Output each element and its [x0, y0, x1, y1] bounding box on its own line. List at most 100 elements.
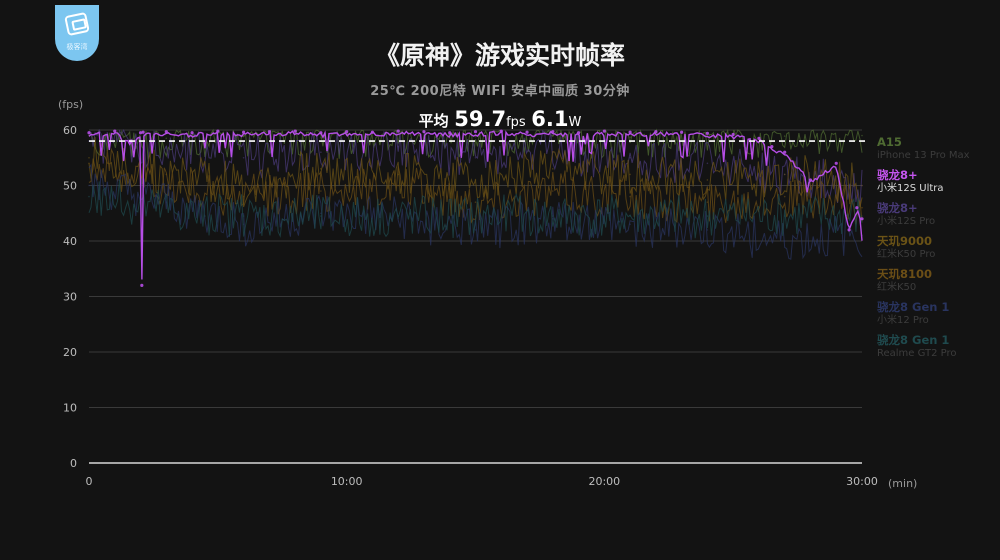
data-point	[731, 132, 735, 137]
data-point	[474, 156, 477, 159]
legend-item-device: 红米K50	[877, 282, 917, 293]
legend-item-device: 小米12 Pro	[877, 315, 929, 326]
fps-unit: fps	[506, 115, 526, 130]
series-line	[88, 129, 863, 280]
data-point	[448, 131, 452, 135]
legend-item: 骁龙8 Gen 1 Realme GT2 Pro	[877, 333, 997, 366]
data-point	[706, 179, 709, 181]
data-point	[267, 130, 271, 134]
y-tick-label: 20	[63, 346, 77, 359]
data-point	[552, 134, 554, 137]
legend-item: 天玑9000 红米K50 Pro	[877, 234, 997, 267]
data-point	[141, 130, 145, 134]
x-tick-label: 10:00	[331, 475, 363, 488]
data-point	[576, 131, 581, 135]
legend-item-device: iPhone 13 Pro Max	[877, 150, 970, 161]
data-point	[783, 135, 786, 137]
legend-item-device: 红米K50 Pro	[877, 249, 936, 260]
data-point	[770, 145, 774, 149]
data-point	[165, 184, 168, 187]
data-point	[551, 130, 555, 134]
data-point	[204, 215, 206, 217]
data-point	[860, 217, 864, 221]
legend-item-name: 天玑8100	[877, 267, 933, 281]
data-point	[834, 161, 838, 165]
legend-item: 骁龙8+ 小米12S Ultra	[877, 168, 997, 201]
data-point	[190, 131, 194, 135]
data-point	[629, 195, 631, 198]
y-tick-label: 50	[63, 180, 77, 193]
data-point	[552, 190, 554, 192]
data-point	[320, 136, 322, 139]
data-point	[629, 136, 631, 139]
legend-item: 骁龙8 Gen 1 小米12 Pro	[877, 300, 997, 333]
data-point	[629, 173, 631, 176]
data-point	[397, 184, 400, 187]
data-point	[552, 215, 554, 217]
data-point	[757, 136, 761, 140]
data-point	[706, 201, 709, 203]
y-axis-unit: (fps)	[58, 98, 84, 111]
x-tick-label: 20:00	[588, 475, 620, 488]
data-point	[783, 195, 786, 198]
data-point	[474, 179, 477, 181]
legend-item: 骁龙8+ 小米12S Pro	[877, 201, 997, 234]
data-point	[165, 145, 168, 148]
data-point	[320, 215, 322, 217]
data-point	[628, 130, 632, 134]
legend-item: 天玑8100 红米K50	[877, 267, 997, 300]
data-point	[474, 135, 477, 138]
logo: 极客湾	[55, 5, 99, 61]
legend-item-name: 骁龙8+	[877, 201, 918, 215]
data-point	[138, 131, 143, 135]
data-point	[525, 130, 529, 134]
y-tick-label: 0	[70, 457, 77, 470]
data-point	[320, 168, 322, 170]
data-point	[216, 129, 220, 133]
legend-item-name: 骁龙8 Gen 1	[877, 333, 950, 347]
data-point	[855, 206, 859, 210]
data-point	[397, 145, 400, 148]
average-power: 6.1	[531, 107, 569, 131]
chart-title: 《原神》游戏实时帧率	[374, 41, 625, 70]
legend-item: A15 iPhone 13 Pro Max	[877, 135, 997, 168]
legend-item-name: 骁龙8+	[877, 168, 918, 182]
data-point	[396, 129, 400, 133]
y-tick-label: 60	[63, 124, 77, 137]
data-point	[783, 240, 786, 242]
data-point	[654, 130, 658, 134]
data-point	[629, 215, 631, 217]
data-point	[808, 178, 813, 182]
data-point	[474, 229, 477, 231]
data-point	[847, 228, 851, 232]
data-point	[602, 129, 606, 133]
data-point	[706, 229, 709, 231]
data-point	[242, 130, 246, 134]
data-point	[474, 215, 477, 217]
average-label: 平均	[418, 112, 449, 130]
average-fps: 59.7	[454, 107, 507, 131]
data-point	[88, 162, 90, 165]
data-point	[88, 195, 90, 198]
data-point	[319, 131, 323, 135]
data-point	[473, 130, 478, 134]
power-unit: W	[568, 115, 582, 130]
logo-text: 极客湾	[66, 43, 88, 51]
data-point	[165, 137, 168, 140]
data-point	[88, 156, 90, 159]
y-tick-label: 30	[63, 291, 77, 304]
data-point	[242, 184, 245, 187]
legend-item-name: 骁龙8 Gen 1	[877, 300, 950, 314]
data-point	[783, 150, 787, 154]
chart-subtitle: 25℃ 200尼特 WIFI 安卓中画质 30分钟	[370, 84, 630, 99]
average-summary: 平均 59.7fps 6.1W	[0, 107, 1000, 131]
x-axis-unit: (min)	[888, 477, 918, 490]
data-point	[861, 184, 863, 187]
data-point	[499, 129, 503, 133]
x-tick-label: 0	[86, 475, 93, 488]
data-point	[861, 215, 863, 217]
legend-item-device: Realme GT2 Pro	[877, 348, 957, 359]
data-point	[706, 215, 709, 217]
data-point	[705, 131, 710, 135]
